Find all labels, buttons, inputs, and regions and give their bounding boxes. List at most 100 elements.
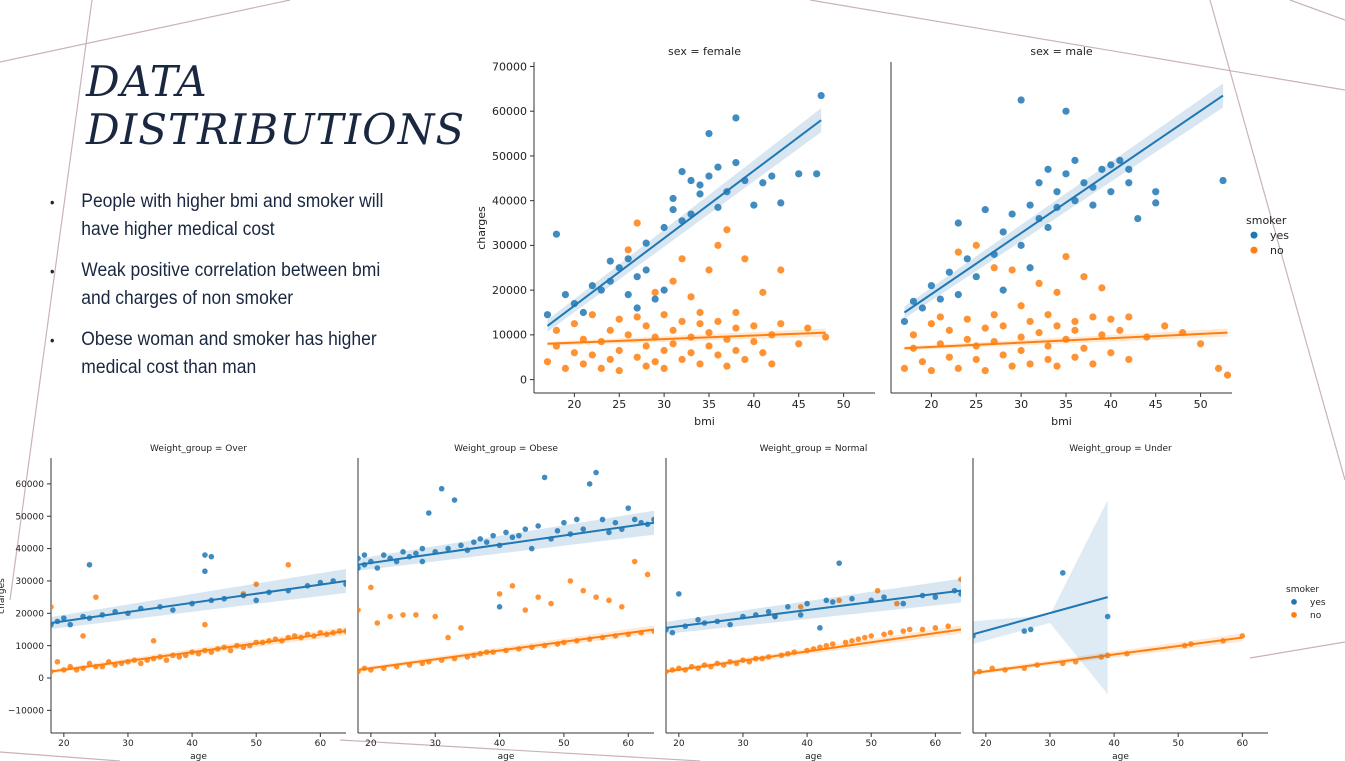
point-smoker-yes (509, 534, 516, 541)
point-smoker-no (963, 315, 971, 323)
point-smoker-yes (202, 568, 208, 575)
point-smoker-no (972, 342, 980, 350)
chart-title: Weight_group = Normal (760, 444, 868, 454)
point-smoker-yes (573, 516, 580, 523)
point-smoker-no (1053, 362, 1061, 370)
x-tick-label: 60 (1237, 739, 1249, 749)
y-tick-label: 10000 (492, 329, 527, 342)
point-smoker-no (797, 604, 804, 610)
point-smoker-no (714, 241, 722, 249)
point-smoker-yes (695, 616, 701, 623)
point-smoker-no (906, 626, 913, 633)
point-smoker-no (1098, 284, 1106, 292)
x-axis-label: bmi (694, 415, 715, 428)
point-smoker-no (1107, 349, 1115, 357)
regression-line (547, 331, 826, 345)
y-tick-label: 20000 (15, 609, 44, 619)
point-smoker-no (624, 331, 632, 339)
point-smoker-yes (1107, 188, 1115, 196)
point-smoker-no (651, 358, 659, 366)
x-tick-label: 25 (612, 398, 626, 411)
point-smoker-no (579, 360, 587, 368)
point-smoker-yes (438, 485, 445, 492)
x-tick-label: 45 (792, 398, 806, 411)
point-smoker-no (1107, 315, 1115, 323)
legend: smoker yes no (1286, 585, 1326, 621)
point-smoker-no (945, 353, 953, 361)
point-smoker-no (750, 322, 758, 330)
point-smoker-no (732, 346, 740, 355)
point-smoker-yes (750, 201, 758, 209)
point-smoker-yes (1152, 188, 1160, 196)
point-smoker-yes (927, 282, 935, 290)
bullet-item: Weak positive correlation between bmi an… (50, 257, 400, 313)
regression-line (546, 119, 822, 327)
point-smoker-yes (1089, 201, 1097, 209)
point-smoker-no (842, 639, 849, 646)
point-smoker-no (1089, 360, 1097, 368)
point-smoker-no (1071, 326, 1079, 334)
point-smoker-no (642, 342, 650, 350)
point-smoker-yes (823, 597, 830, 604)
point-smoker-yes (900, 317, 909, 326)
point-smoker-yes (660, 286, 668, 294)
point-smoker-yes (1027, 626, 1034, 633)
point-smoker-yes (999, 228, 1007, 236)
point-smoker-no (909, 331, 918, 339)
point-smoker-no (874, 587, 881, 594)
x-tick-label: 30 (737, 739, 749, 749)
point-smoker-no (927, 367, 935, 375)
y-tick-label: 30000 (15, 577, 44, 587)
point-smoker-no (822, 333, 830, 341)
point-smoker-yes (999, 286, 1007, 294)
point-smoker-no (567, 578, 574, 584)
point-smoker-no (1125, 313, 1133, 321)
point-smoker-no (881, 631, 887, 638)
point-smoker-yes (1017, 96, 1025, 104)
point-smoker-no (714, 317, 722, 326)
point-smoker-no (51, 604, 54, 610)
point-smoker-no (849, 637, 855, 644)
point-smoker-no (990, 311, 998, 319)
point-smoker-no (570, 320, 578, 328)
plot-area (358, 469, 654, 675)
x-tick-label: 60 (623, 739, 635, 749)
point-smoker-yes (909, 297, 918, 305)
point-smoker-yes (1053, 188, 1061, 196)
x-tick-label: 45 (1149, 398, 1163, 411)
legend-marker (1250, 231, 1258, 239)
point-smoker-yes (477, 536, 484, 542)
point-smoker-no (887, 629, 894, 636)
point-smoker-yes (785, 604, 791, 610)
x-tick-label: 35 (1059, 398, 1073, 411)
chart-title: Weight_group = Under (1069, 444, 1172, 454)
x-tick-label: 35 (702, 398, 716, 411)
y-axis-label: charges (475, 206, 488, 250)
point-smoker-no (836, 597, 842, 604)
confidence-band (51, 568, 346, 629)
x-tick-label: 20 (924, 398, 938, 411)
point-smoker-no (829, 641, 836, 647)
legend: smoker yes no (1246, 214, 1289, 257)
point-smoker-no (732, 324, 740, 332)
point-smoker-no (768, 360, 776, 368)
point-smoker-no (678, 355, 686, 364)
point-smoker-yes (795, 170, 803, 178)
point-smoker-no (990, 264, 998, 272)
point-smoker-no (606, 355, 614, 364)
point-smoker-yes (400, 549, 406, 555)
point-smoker-yes (374, 565, 381, 571)
point-smoker-yes (552, 230, 561, 238)
point-smoker-yes (253, 597, 260, 604)
point-smoker-no (202, 621, 208, 628)
point-smoker-no (1035, 329, 1043, 337)
point-smoker-yes (732, 114, 740, 122)
point-smoker-yes (496, 604, 503, 610)
point-smoker-yes (471, 539, 477, 545)
point-smoker-yes (817, 91, 825, 100)
point-smoker-yes (1062, 107, 1070, 115)
point-smoker-no (900, 628, 907, 634)
point-smoker-yes (669, 194, 677, 203)
x-axis-label: age (190, 752, 207, 761)
point-smoker-yes (651, 295, 659, 303)
